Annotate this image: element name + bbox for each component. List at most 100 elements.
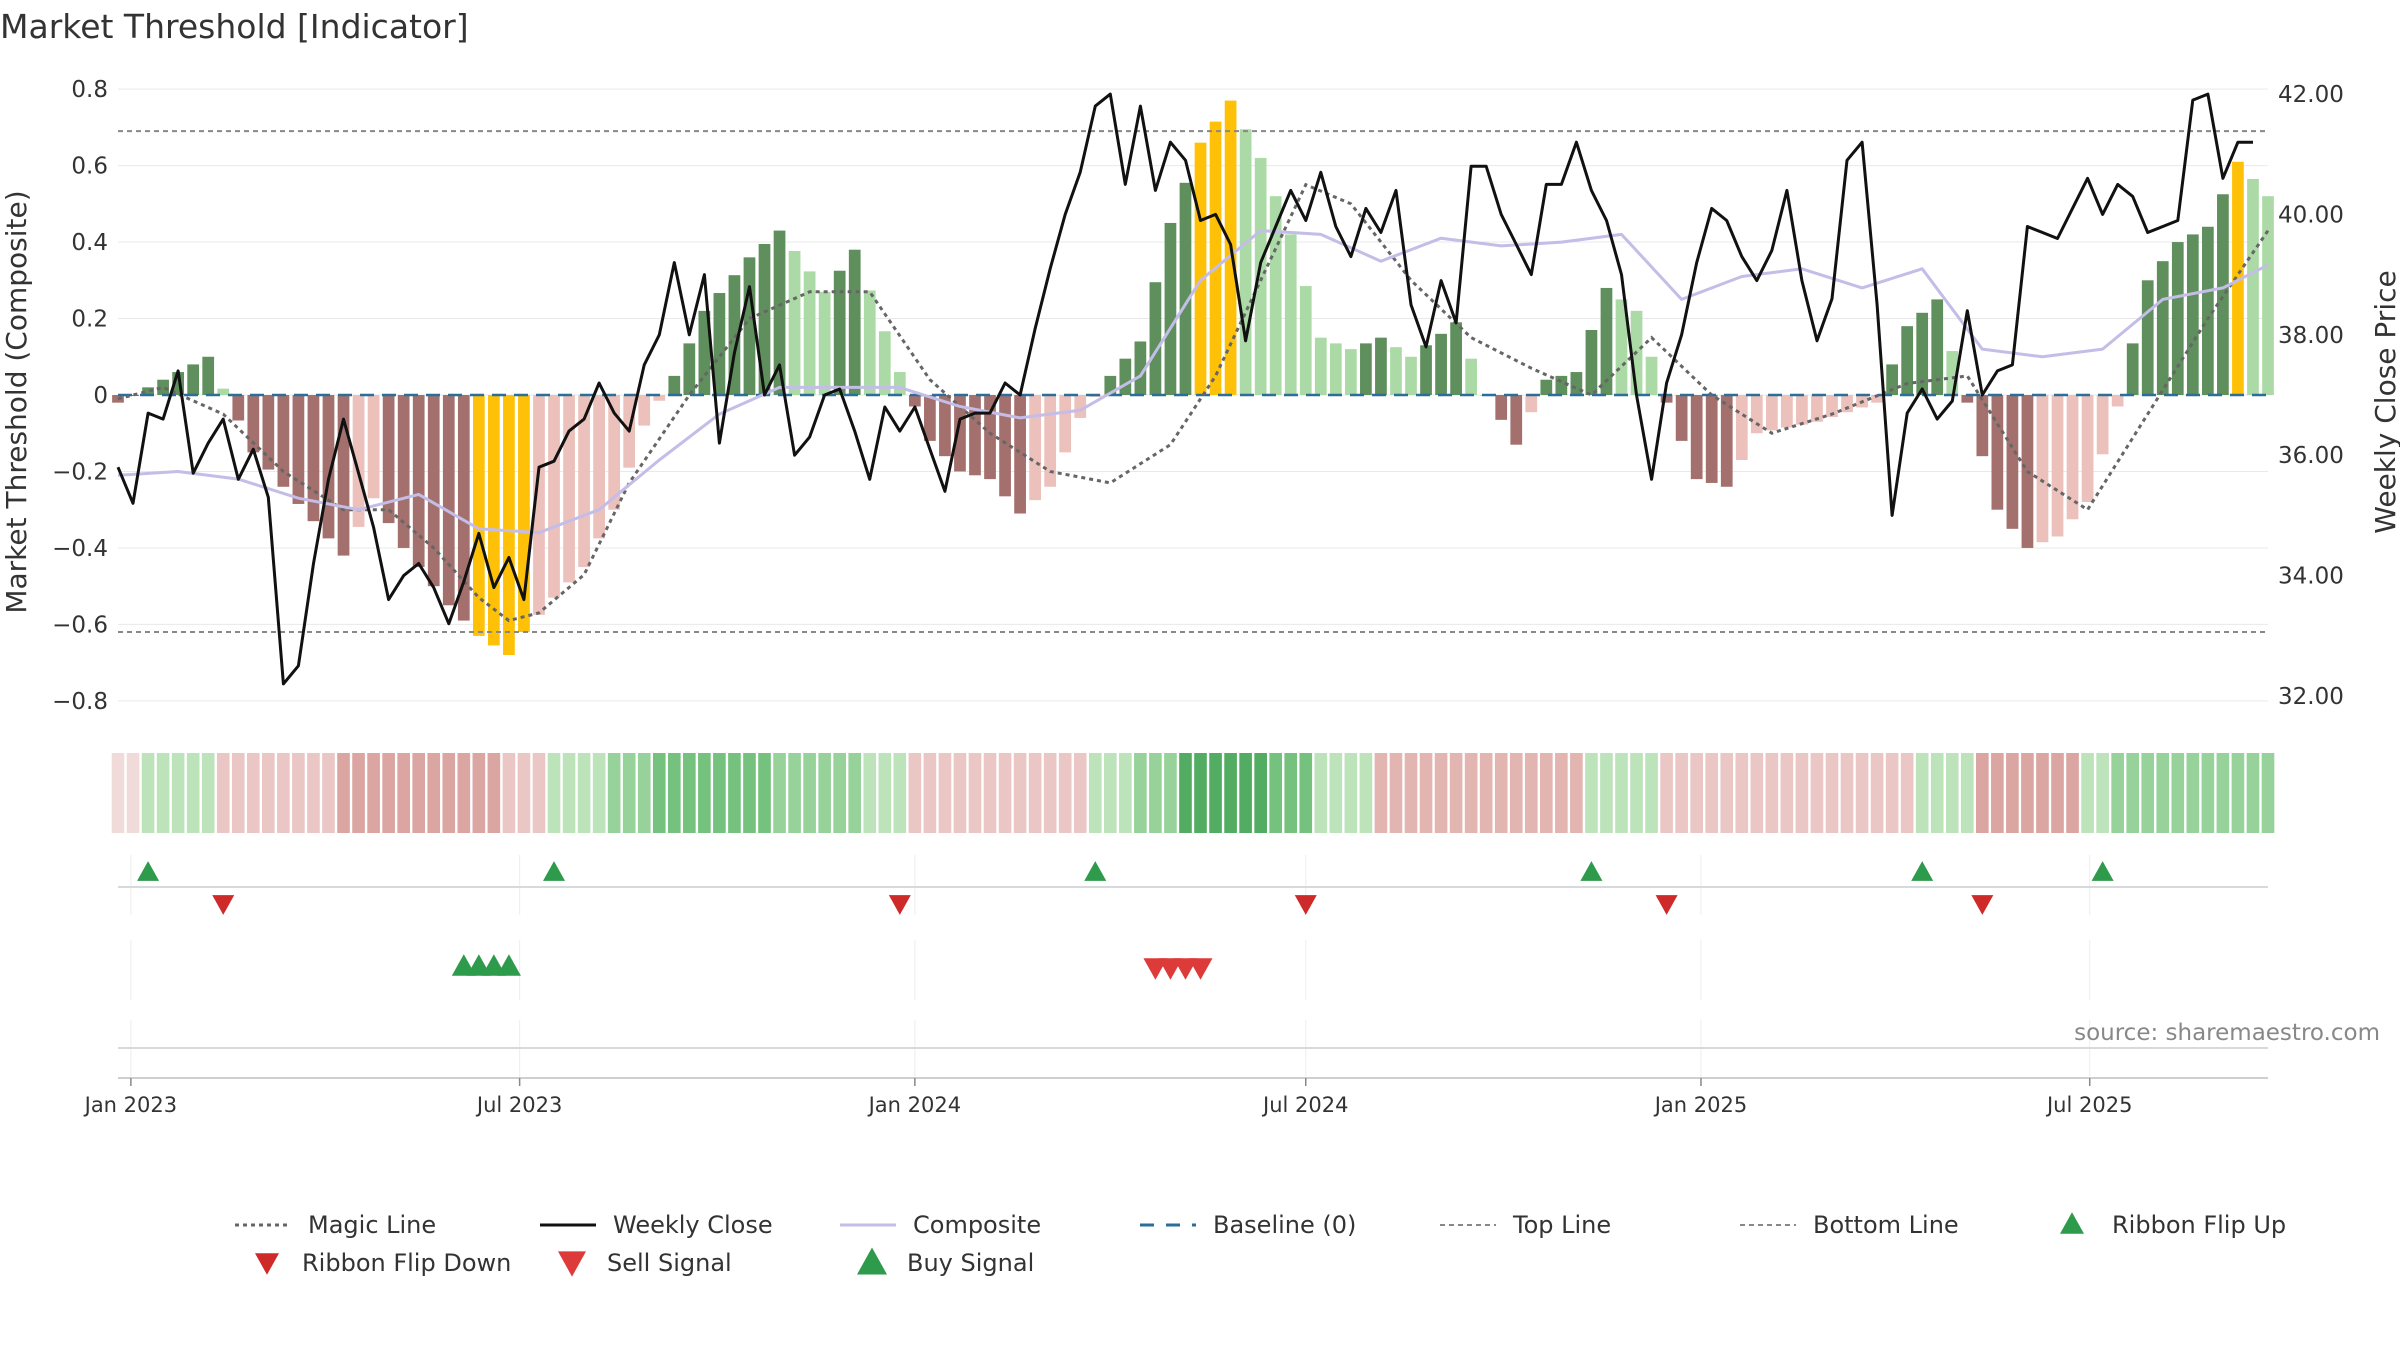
- ribbon-cell: [1344, 753, 1358, 833]
- composite-bar: [1074, 395, 1087, 418]
- composite-bar: [698, 310, 711, 395]
- composite-bar: [1615, 299, 1628, 395]
- ribbon-cell: [607, 753, 621, 833]
- ribbon-cell: [457, 753, 471, 833]
- ribbon-cell: [1013, 753, 1027, 833]
- legend-swatch: [558, 1251, 586, 1277]
- composite-bar: [352, 395, 365, 527]
- ribbon-cell: [1705, 753, 1719, 833]
- signal-panels: [118, 855, 2268, 1080]
- ribbon-cell: [1359, 753, 1373, 833]
- composite-bar: [1765, 395, 1778, 431]
- composite-bar: [1450, 322, 1462, 395]
- ribbon-cell: [292, 753, 305, 833]
- ribbon-cell: [698, 753, 711, 833]
- composite-bar: [1164, 222, 1177, 395]
- axes: 0.8 0.6 0.4 0.2 0 −0.2 −0.4 −0.6 −0.8 42.00 40.00 3…: [52, 77, 2344, 715]
- composite-bar: [1239, 129, 1252, 395]
- ribbon-cell: [262, 753, 275, 833]
- composite-bar: [1946, 351, 1959, 395]
- ribbon-cell: [1900, 753, 1914, 833]
- series-lines: [116, 92, 2270, 686]
- ribbon-cell: [908, 753, 922, 833]
- composite-bar: [172, 372, 185, 395]
- ribbon-cell: [728, 753, 741, 833]
- ribbon-cell: [1224, 753, 1237, 833]
- composite-bar: [2217, 194, 2229, 395]
- composite-bar: [1916, 312, 1929, 395]
- composite-bar: [127, 395, 139, 396]
- ribbon-cell: [577, 753, 591, 833]
- ribbon-cell: [1434, 753, 1448, 833]
- composite-bar: [202, 356, 215, 395]
- left-tick-label: 0: [93, 383, 108, 409]
- ribbon-cell: [367, 753, 380, 833]
- ribbon-cell: [1134, 753, 1147, 833]
- ribbon-cell: [1810, 753, 1824, 833]
- ribbon-cell: [1103, 753, 1117, 833]
- composite-bar: [1254, 157, 1267, 395]
- ribbon-cell: [1209, 753, 1222, 833]
- ribbon-cell: [562, 753, 576, 833]
- composite-bar: [1405, 356, 1417, 395]
- ribbon-cell: [713, 753, 726, 833]
- ribbon-cell: [818, 753, 831, 833]
- composite-bar: [908, 395, 921, 407]
- ribbon-cell: [998, 753, 1012, 833]
- ribbon-cell: [2186, 753, 2200, 833]
- composite-bar: [1660, 395, 1673, 403]
- composite-bar: [2232, 161, 2244, 395]
- composite-bar: [247, 395, 260, 453]
- composite-bar: [773, 230, 786, 395]
- ribbon-flip-up-marker: [1084, 861, 1107, 881]
- composite-bar: [1540, 379, 1553, 395]
- composite-bar: [262, 395, 275, 470]
- composite-bar: [893, 372, 906, 395]
- ribbon-cell: [1299, 753, 1313, 833]
- ribbon-cell: [1960, 753, 1974, 833]
- composite-bar: [728, 275, 741, 395]
- composite-bar: [1901, 326, 1914, 395]
- composite-bar: [2171, 242, 2184, 395]
- ribbon-cell: [277, 753, 290, 833]
- ribbon-cell: [1660, 753, 1673, 833]
- ribbon-cell: [2201, 753, 2215, 833]
- ribbon-cell: [1088, 753, 1102, 833]
- composite-bar: [969, 395, 981, 476]
- ribbon-cell: [1194, 753, 1207, 833]
- composite-bar: [142, 387, 154, 395]
- ribbon-cell: [1419, 753, 1433, 833]
- composite-bar: [1329, 343, 1342, 395]
- composite-bar: [1465, 358, 1478, 395]
- ribbon-cell: [1389, 753, 1403, 833]
- composite-bar: [668, 375, 681, 395]
- legend-label: Magic Line: [308, 1211, 436, 1239]
- composite-bar: [833, 270, 846, 395]
- ribbon-cell: [487, 753, 501, 833]
- composite-bar: [1314, 337, 1327, 395]
- ribbon-cell: [1690, 753, 1703, 833]
- composite-bar: [638, 395, 651, 426]
- ribbon-cell: [1750, 753, 1764, 833]
- composite-bar: [1750, 395, 1763, 434]
- ribbon-cell: [307, 753, 320, 833]
- ribbon-flip-down-marker: [1294, 895, 1317, 915]
- ribbon-cell: [1780, 753, 1794, 833]
- ribbon-cell: [1374, 753, 1388, 833]
- composite-bar: [1796, 395, 1808, 425]
- right-tick-label: 42.00: [2278, 82, 2344, 108]
- ribbon-cell: [1524, 753, 1538, 833]
- composite-bar: [548, 395, 560, 598]
- composite-bar: [2186, 234, 2199, 395]
- ribbon-cell: [322, 753, 335, 833]
- ribbon-cell: [1870, 753, 1884, 833]
- ribbon-cell: [216, 753, 230, 833]
- ribbon-cell: [743, 753, 756, 833]
- composite-bar: [758, 243, 771, 395]
- composite-bar: [1645, 356, 1658, 395]
- ribbon-cell: [893, 753, 907, 833]
- ribbon-cell: [1630, 753, 1643, 833]
- buy-signal-marker: [451, 954, 476, 976]
- composite-bar: [924, 395, 936, 441]
